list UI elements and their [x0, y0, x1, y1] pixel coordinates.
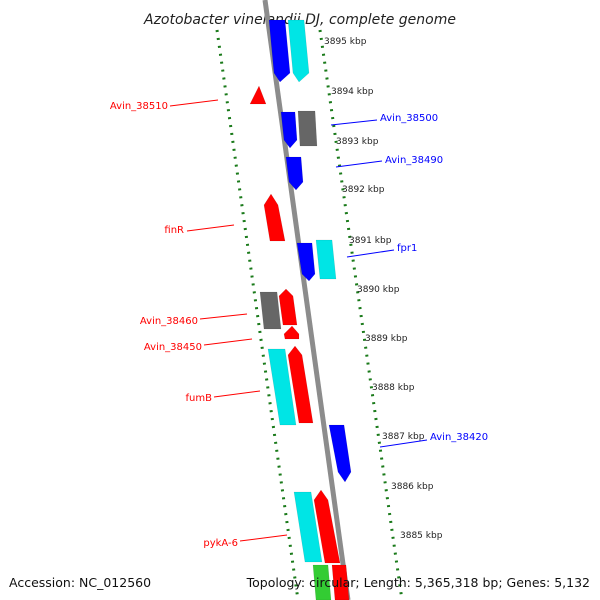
- label-leader-line: [169, 99, 219, 107]
- forward-gene-feature[interactable]: [263, 193, 286, 242]
- accession-text: Accession: NC_012560: [9, 575, 151, 590]
- gene-label-avin-38510[interactable]: Avin_38510: [110, 101, 168, 112]
- forward-gene-feature[interactable]: [313, 489, 341, 564]
- cyan-gene-feature[interactable]: [293, 491, 323, 563]
- cyan-gene-feature[interactable]: [267, 348, 297, 426]
- gene-label-avin-38420[interactable]: Avin_38420: [430, 432, 488, 443]
- forward-gene-feature[interactable]: [331, 564, 350, 600]
- label-leader-line: [330, 119, 378, 126]
- kbp-tick-label: 3895 kbp: [324, 37, 367, 47]
- label-leader-line: [203, 338, 253, 346]
- scale-ticks: 3895 kbp 3894 kbp 3893 kbp 3892 kbp 3891…: [324, 37, 443, 541]
- kbp-tick-label: 3889 kbp: [365, 334, 408, 344]
- kbp-tick-label: 3888 kbp: [372, 383, 415, 393]
- label-leader-line: [186, 224, 235, 232]
- gene-track: [249, 19, 352, 600]
- forward-gene-feature[interactable]: [278, 288, 298, 326]
- reverse-gene-feature[interactable]: [280, 111, 298, 149]
- kbp-tick-label: 3894 kbp: [331, 87, 374, 97]
- kbp-tick-label: 3892 kbp: [342, 185, 385, 195]
- label-leader-line: [213, 390, 261, 398]
- gene-label-fpr1[interactable]: fpr1: [397, 243, 417, 254]
- cyan-gene-feature[interactable]: [315, 239, 337, 280]
- reverse-gene-feature[interactable]: [328, 424, 352, 483]
- kbp-tick-label: 3893 kbp: [336, 137, 379, 147]
- forward-gene-feature[interactable]: [283, 325, 300, 340]
- genome-summary-text: Topology: circular; Length: 5,365,318 bp…: [246, 575, 590, 590]
- left-gene-labels: Avin_38510 finR Avin_38460 Avin_38450 fu…: [110, 99, 288, 549]
- gray-gene-feature[interactable]: [297, 110, 318, 147]
- right-gene-labels: Avin_38500 Avin_38490 fpr1 Avin_38420: [330, 113, 488, 448]
- gene-label-pyka-6[interactable]: pykA-6: [203, 538, 238, 549]
- gene-label-fumb[interactable]: fumB: [186, 393, 213, 404]
- kbp-tick-label: 3887 kbp: [382, 432, 425, 442]
- gene-label-avin-38490[interactable]: Avin_38490: [385, 155, 443, 166]
- forward-gene-feature[interactable]: [287, 345, 314, 424]
- label-leader-line: [239, 534, 288, 542]
- label-leader-line: [379, 439, 428, 448]
- label-leader-line: [335, 160, 383, 168]
- gray-gene-feature[interactable]: [259, 291, 282, 330]
- gene-label-avin-38460[interactable]: Avin_38460: [140, 316, 198, 327]
- kbp-tick-label: 3886 kbp: [391, 482, 434, 492]
- gene-label-finr[interactable]: finR: [164, 225, 184, 236]
- reverse-gene-feature[interactable]: [268, 19, 291, 83]
- cyan-gene-feature[interactable]: [287, 19, 310, 83]
- reverse-gene-feature[interactable]: [296, 242, 316, 282]
- genome-backbone: [262, 0, 351, 600]
- label-leader-line: [199, 313, 248, 320]
- green-gene-feature[interactable]: [312, 564, 332, 600]
- gene-label-avin-38500[interactable]: Avin_38500: [380, 113, 438, 124]
- label-leader-line: [346, 249, 395, 258]
- reverse-gene-feature[interactable]: [285, 156, 304, 191]
- gene-label-avin-38450[interactable]: Avin_38450: [144, 342, 202, 353]
- kbp-tick-label: 3890 kbp: [357, 285, 400, 295]
- forward-gene-feature[interactable]: [249, 85, 267, 105]
- kbp-tick-label: 3891 kbp: [349, 236, 392, 246]
- kbp-tick-label: 3885 kbp: [400, 531, 443, 541]
